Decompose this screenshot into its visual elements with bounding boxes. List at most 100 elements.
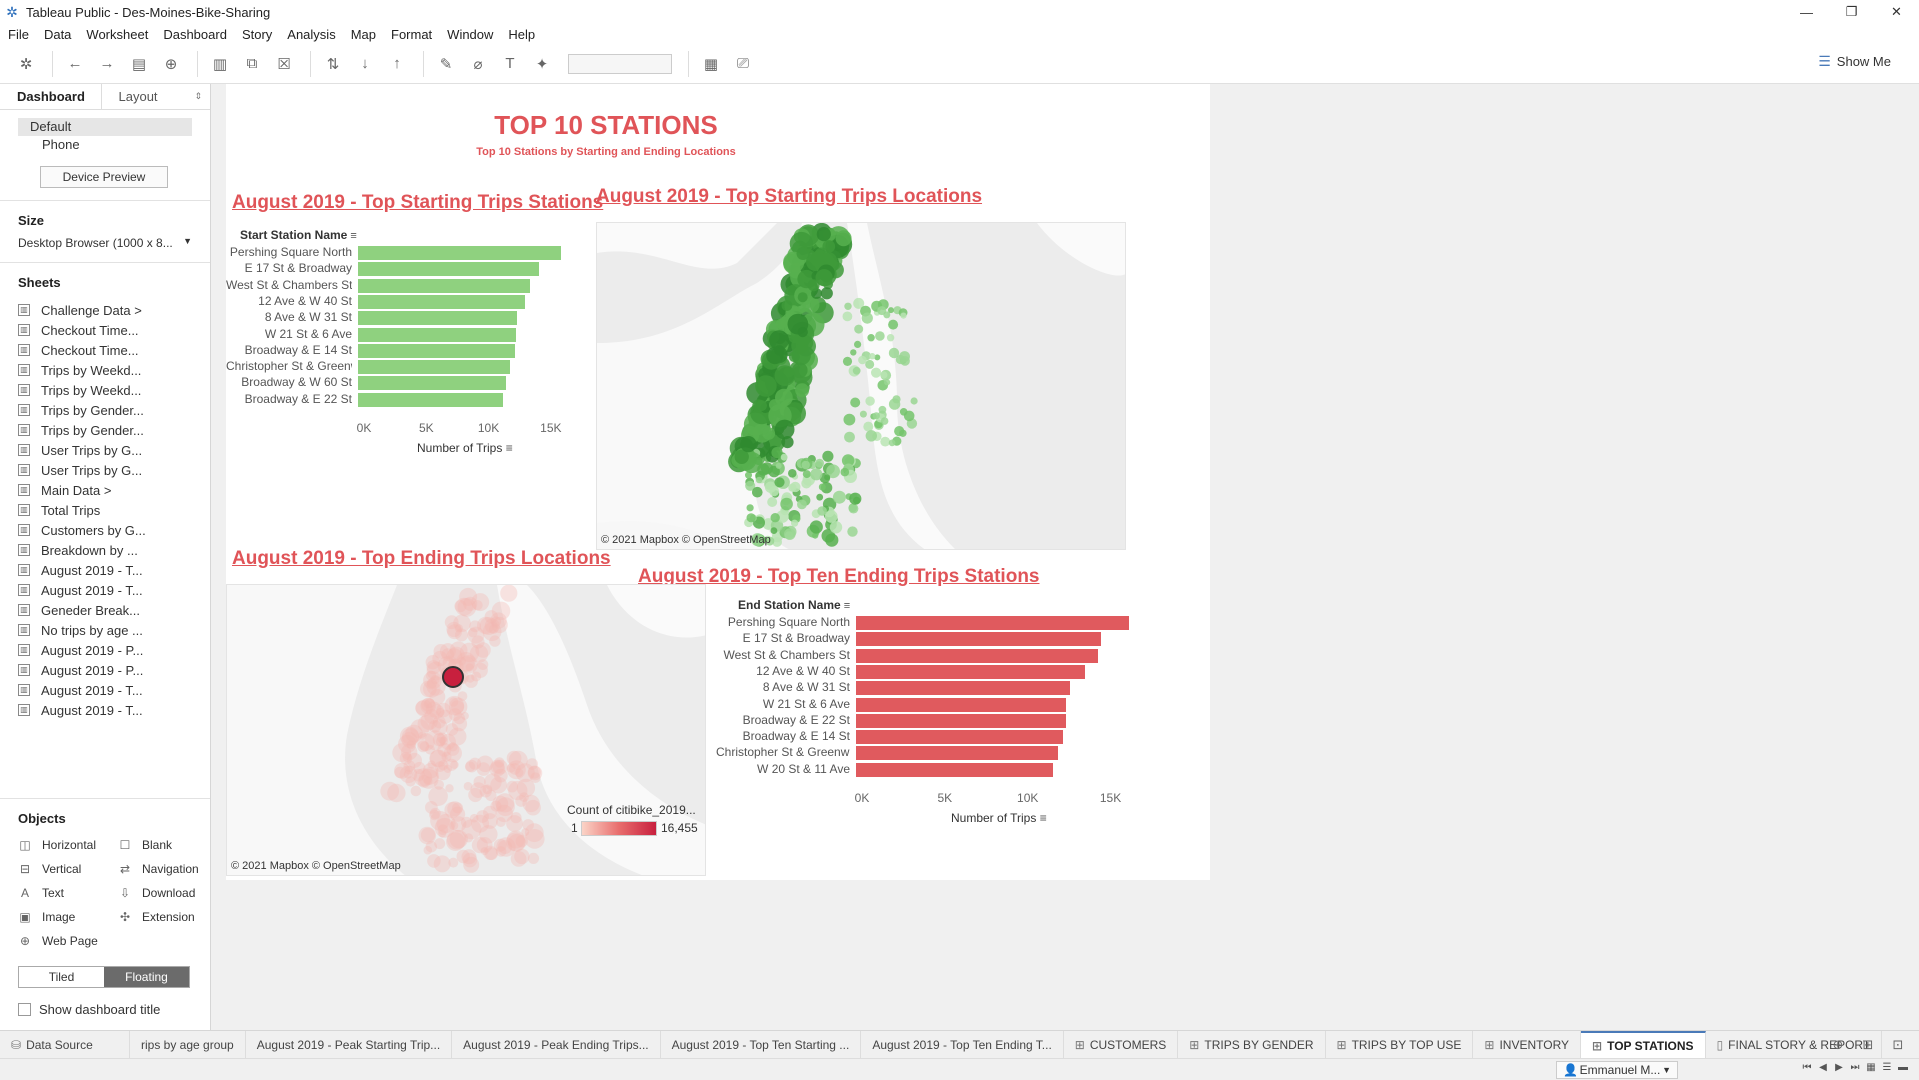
station-marker[interactable] xyxy=(854,324,864,334)
station-marker[interactable] xyxy=(446,621,462,638)
start-stations-bar[interactable] xyxy=(358,343,515,358)
start-stations-bar-chart[interactable]: Start Station Name ≡ Pershing Square North… xyxy=(226,228,586,478)
station-marker[interactable] xyxy=(452,802,464,814)
station-marker[interactable] xyxy=(853,297,865,309)
new-worksheet-icon[interactable]: ⊕ xyxy=(1832,1037,1844,1052)
station-marker[interactable] xyxy=(788,351,800,363)
sheet-item[interactable]: ▥ User Trips by G... xyxy=(18,440,210,460)
sheet-item[interactable]: ▥ Checkout Time... xyxy=(18,340,210,360)
station-marker[interactable] xyxy=(456,652,476,672)
station-marker[interactable] xyxy=(423,680,441,698)
station-marker[interactable] xyxy=(428,786,448,806)
station-marker[interactable] xyxy=(752,486,763,498)
station-marker[interactable] xyxy=(436,702,451,718)
station-marker[interactable] xyxy=(788,483,797,492)
menu-story[interactable]: Story xyxy=(241,26,273,42)
station-marker[interactable] xyxy=(850,349,857,356)
filmstrip-view-icon[interactable]: ▬ xyxy=(1898,1062,1908,1073)
station-marker[interactable] xyxy=(399,752,413,765)
station-marker[interactable] xyxy=(406,740,416,750)
station-marker[interactable] xyxy=(850,397,861,408)
station-marker[interactable] xyxy=(445,784,454,793)
presentation-mode-icon[interactable]: ⎚ xyxy=(736,55,749,72)
station-marker[interactable] xyxy=(496,837,516,857)
size-dropdown[interactable]: Desktop Browser (1000 x 8... ▼ xyxy=(18,236,192,250)
station-marker[interactable] xyxy=(438,760,449,771)
station-marker[interactable] xyxy=(473,775,486,789)
station-marker[interactable] xyxy=(460,816,473,828)
station-marker[interactable] xyxy=(816,227,831,242)
station-marker[interactable] xyxy=(446,742,460,756)
station-marker[interactable] xyxy=(888,439,896,447)
station-marker[interactable] xyxy=(475,642,491,658)
station-marker[interactable] xyxy=(425,840,438,853)
station-marker[interactable] xyxy=(417,740,429,753)
station-marker[interactable] xyxy=(426,678,438,689)
end-stations-bar[interactable] xyxy=(856,648,1098,663)
station-marker[interactable] xyxy=(415,699,433,717)
sheet-item[interactable]: ▥ Breakdown by ... xyxy=(18,540,210,560)
station-marker[interactable] xyxy=(522,794,540,813)
start-stations-bar[interactable] xyxy=(358,376,507,391)
station-marker[interactable] xyxy=(524,829,545,849)
station-marker[interactable] xyxy=(432,650,448,667)
duplicate-sheet-icon[interactable]: ⧉ xyxy=(246,55,258,72)
station-marker[interactable] xyxy=(802,470,811,479)
station-marker[interactable] xyxy=(894,426,905,437)
station-marker[interactable] xyxy=(412,768,425,782)
station-marker[interactable] xyxy=(795,383,810,398)
station-marker[interactable] xyxy=(445,723,459,736)
tab-inventory[interactable]: ⊞ INVENTORY xyxy=(1473,1030,1582,1059)
station-marker[interactable] xyxy=(822,450,834,462)
tab-august-2019-top-ten-starting[interactable]: August 2019 - Top Ten Starting ... xyxy=(661,1030,862,1059)
station-marker[interactable] xyxy=(865,359,875,369)
station-marker[interactable] xyxy=(423,699,433,709)
station-marker[interactable] xyxy=(865,396,875,406)
start-stations-row-header[interactable]: Start Station Name ≡ xyxy=(240,228,357,242)
station-marker[interactable] xyxy=(430,810,450,831)
station-marker[interactable] xyxy=(910,397,918,405)
station-marker[interactable] xyxy=(485,789,497,802)
station-marker[interactable] xyxy=(484,618,500,634)
next-sheet-icon[interactable]: ▶ xyxy=(1835,1062,1843,1073)
station-marker[interactable] xyxy=(791,519,799,527)
start-stations-bar[interactable] xyxy=(358,294,525,309)
station-marker[interactable] xyxy=(402,753,412,762)
station-marker[interactable] xyxy=(434,817,455,838)
station-marker[interactable] xyxy=(507,760,526,780)
station-marker[interactable] xyxy=(469,813,479,823)
station-marker[interactable] xyxy=(464,833,474,843)
station-marker[interactable] xyxy=(844,302,852,310)
station-marker[interactable] xyxy=(483,805,497,820)
start-stations-bar[interactable] xyxy=(358,246,562,260)
clear-sheet-icon[interactable]: ☒ xyxy=(277,55,291,73)
start-stations-bar[interactable] xyxy=(358,327,517,342)
station-marker[interactable] xyxy=(514,848,530,865)
station-marker[interactable] xyxy=(824,474,831,481)
station-marker[interactable] xyxy=(506,830,525,849)
station-marker[interactable] xyxy=(437,824,449,835)
station-marker[interactable] xyxy=(401,743,418,761)
station-marker[interactable] xyxy=(524,823,544,843)
station-marker[interactable] xyxy=(774,477,785,488)
station-marker[interactable] xyxy=(444,615,459,630)
station-marker[interactable] xyxy=(490,612,507,629)
station-marker[interactable] xyxy=(439,736,448,746)
top-station-marker[interactable] xyxy=(442,666,464,688)
close-button[interactable]: ✕ xyxy=(1891,4,1902,19)
sheet-item[interactable]: ▥ Trips by Weekd... xyxy=(18,380,210,400)
device-preview-button[interactable]: Device Preview xyxy=(40,166,168,188)
station-marker[interactable] xyxy=(432,733,447,747)
station-marker[interactable] xyxy=(477,616,495,634)
object-navigation[interactable]: ⇄ Navigation xyxy=(118,860,218,878)
station-marker[interactable] xyxy=(468,757,482,770)
station-marker[interactable] xyxy=(485,847,498,861)
end-stations-bar[interactable] xyxy=(856,681,1070,696)
station-marker[interactable] xyxy=(451,716,468,732)
station-marker[interactable] xyxy=(387,783,406,803)
end-stations-bar[interactable] xyxy=(856,616,1129,630)
station-marker[interactable] xyxy=(464,674,478,688)
station-marker[interactable] xyxy=(438,709,453,724)
station-marker[interactable] xyxy=(462,852,478,868)
station-marker[interactable] xyxy=(787,313,809,335)
